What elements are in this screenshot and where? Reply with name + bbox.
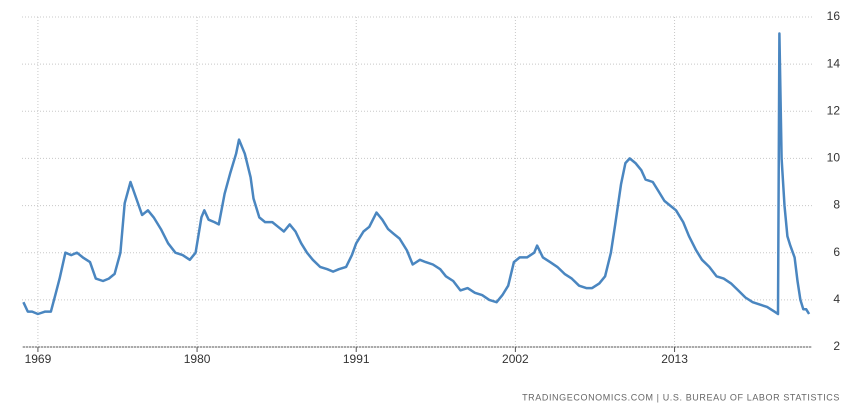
y-tick-label: 2 <box>833 339 840 353</box>
x-tick-label: 2002 <box>502 352 529 366</box>
data-line <box>22 32 811 316</box>
x-tick-label: 1980 <box>184 352 211 366</box>
y-tick-label: 6 <box>833 245 840 259</box>
x-tick-label: 1991 <box>343 352 370 366</box>
y-tick-label: 12 <box>827 103 841 117</box>
y-tick-label: 8 <box>833 198 840 212</box>
y-tick-label: 10 <box>827 151 841 165</box>
x-tick-label: 2013 <box>661 352 688 366</box>
source-note: TRADINGECONOMICS.COM | U.S. BUREAU OF LA… <box>522 392 840 402</box>
y-tick-label: 4 <box>833 292 840 306</box>
y-tick-label: 14 <box>827 56 841 70</box>
x-tick-label: 1969 <box>25 352 52 366</box>
y-tick-label: 16 <box>827 9 841 23</box>
